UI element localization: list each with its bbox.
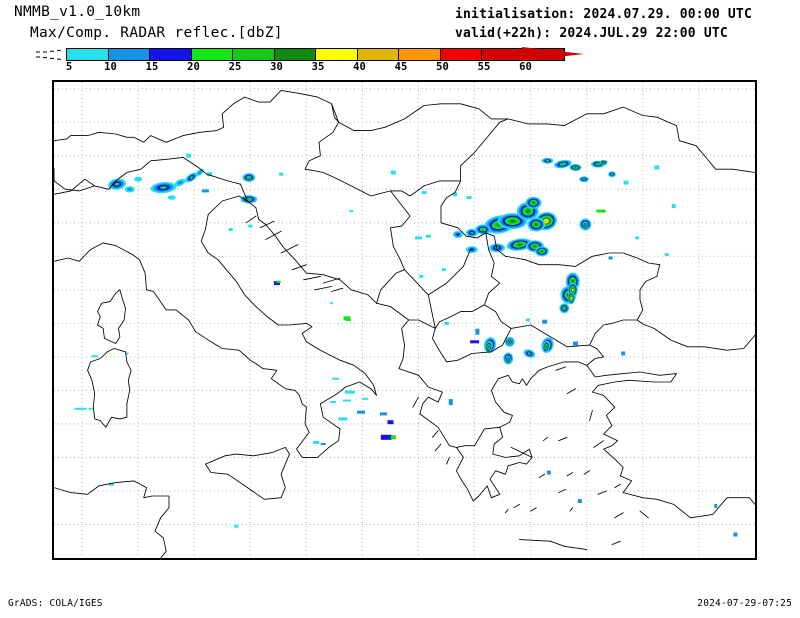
y-axis-tick — [52, 223, 54, 224]
colorbar-low-tail-icon — [36, 49, 62, 60]
colorbar-tick-35: 35 — [311, 61, 325, 73]
footer-credit: GrADS: COLA/IGES — [8, 598, 103, 609]
y-axis-tick — [52, 89, 54, 90]
colorbar-bands — [66, 48, 565, 61]
header: NMMB_v1.0_10km Max/Comp. RADAR reflec.[d… — [0, 0, 800, 70]
x-axis-tick — [643, 558, 644, 560]
x-axis-tick — [306, 558, 307, 560]
colorbar-band-15 — [150, 49, 192, 60]
y-axis-tick — [52, 525, 54, 526]
x-axis-tick — [587, 558, 588, 560]
colorbar-band-45 — [399, 49, 441, 60]
x-axis-tick — [475, 558, 476, 560]
colorbar-tick-30: 30 — [270, 61, 283, 73]
colorbar-band-40 — [357, 49, 399, 60]
y-axis-tick — [52, 424, 54, 425]
colorbar-high-arrow-icon — [522, 47, 584, 61]
y-axis-tick — [52, 189, 54, 190]
colorbar-band-25 — [233, 49, 275, 60]
colorbar-band-55 — [482, 49, 524, 60]
x-axis-tick — [194, 558, 195, 560]
model-title: NMMB_v1.0_10km — [14, 4, 141, 20]
y-axis-tick — [52, 357, 54, 358]
colorbar-tick-25: 25 — [228, 61, 242, 73]
initialisation-time: initialisation: 2024.07.29. 00:00 UTC — [455, 7, 752, 22]
colorbar-tick-40: 40 — [353, 61, 366, 73]
colorbar-band-10 — [108, 49, 150, 60]
colorbar-tick-45: 45 — [394, 61, 408, 73]
y-axis-tick — [52, 156, 54, 157]
map-coastlines — [54, 89, 755, 558]
colorbar-tick-55: 55 — [477, 61, 491, 73]
x-axis-tick — [82, 558, 83, 560]
y-axis-tick — [52, 457, 54, 458]
colorbar-tick-60: 60 — [519, 61, 532, 73]
colorbar-band-50 — [440, 49, 482, 60]
colorbar-tick-5: 5 — [65, 61, 73, 73]
colorbar-tick-20: 20 — [187, 61, 200, 73]
y-axis-tick — [52, 256, 54, 257]
y-axis-tick — [52, 122, 54, 123]
map-plot[interactable]: 35N36N37N38N39N40N41N42N43N44N45N46N47N4… — [52, 80, 757, 560]
map-graphics — [54, 82, 755, 558]
y-axis-tick — [52, 558, 54, 559]
map-canvas: 35N36N37N38N39N40N41N42N43N44N45N46N47N4… — [54, 82, 755, 558]
x-axis-tick — [250, 558, 251, 560]
colorbar-tick-50: 50 — [436, 61, 449, 73]
valid-time: valid(+22h): 2024.JUL.29 22:00 UTC — [455, 26, 728, 41]
colorbar-band-20 — [191, 49, 233, 60]
radar-echo-field — [74, 153, 738, 537]
x-axis-tick — [755, 558, 756, 560]
y-axis-tick — [52, 390, 54, 391]
colorbar-tick-15: 15 — [145, 61, 159, 73]
y-axis-tick — [52, 323, 54, 324]
colorbar-tick-10: 10 — [104, 61, 117, 73]
colorbar-band-35 — [316, 49, 358, 60]
field-title: Max/Comp. RADAR reflec.[dbZ] — [30, 25, 283, 41]
colorbar-band-5 — [67, 49, 109, 60]
colorbar-band-30 — [274, 49, 316, 60]
map-gridlines — [54, 82, 755, 558]
y-axis-tick — [52, 290, 54, 291]
colorbar-tick-labels: 5 10 15 20 25 30 35 40 45 50 55 60 — [0, 61, 800, 73]
x-axis-tick — [699, 558, 700, 560]
x-axis-tick — [138, 558, 139, 560]
colorbar: 5 10 15 20 25 30 35 40 45 50 55 60 — [0, 46, 800, 73]
x-axis-tick — [362, 558, 363, 560]
x-axis-tick — [419, 558, 420, 560]
x-axis-tick — [531, 558, 532, 560]
footer-timestamp: 2024-07-29-07:25 — [697, 598, 792, 609]
y-axis-tick — [52, 491, 54, 492]
